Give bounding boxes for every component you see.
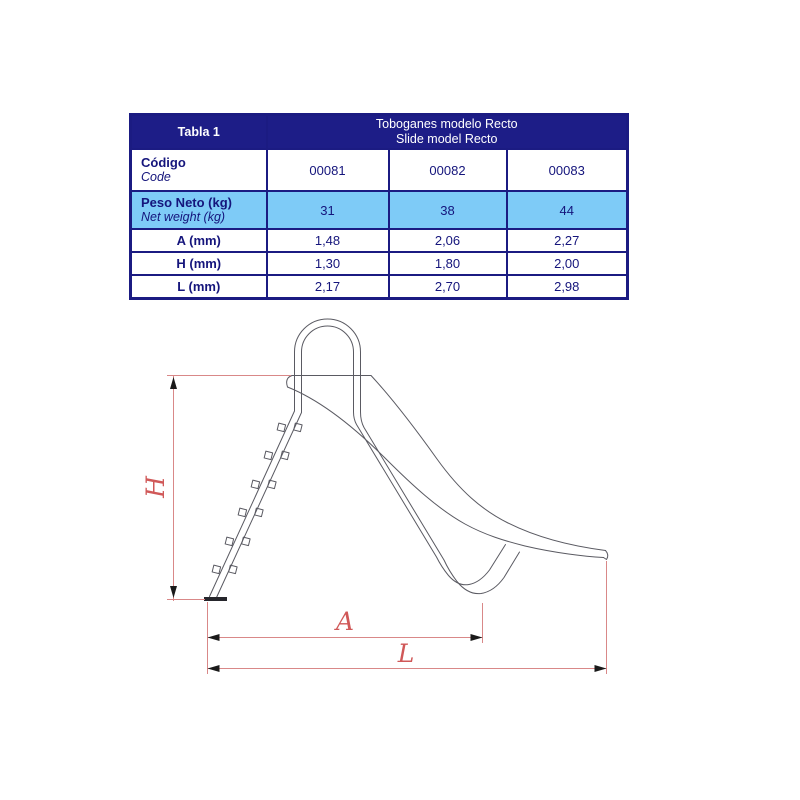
cell-h-3: 2,00 bbox=[505, 251, 629, 276]
cell-weight-2: 38 bbox=[387, 190, 508, 230]
table-row-codigo: Código Code 00081 00082 00083 bbox=[129, 148, 629, 192]
dimension-h: H bbox=[141, 375, 291, 601]
cell-code-3: 00083 bbox=[505, 148, 629, 192]
model-name-en: Slide model Recto bbox=[396, 132, 498, 146]
cell-l-3: 2,98 bbox=[505, 274, 629, 299]
table-row-a: A (mm) 1,48 2,06 2,27 bbox=[129, 228, 629, 253]
model-name-es: Toboganes modelo Recto bbox=[375, 117, 518, 131]
dimension-l: L bbox=[207, 561, 607, 674]
table-title: Tabla 1 bbox=[129, 113, 268, 150]
dimension-l-label: L bbox=[397, 639, 415, 668]
arrow-up-icon bbox=[170, 377, 177, 389]
cell-l-2: 2,70 bbox=[387, 274, 508, 299]
arrow-right-icon bbox=[470, 634, 483, 641]
cell-code-1: 00081 bbox=[265, 148, 390, 192]
ladder-rungs bbox=[211, 422, 303, 575]
cell-l-1: 2,17 bbox=[265, 274, 390, 299]
cell-weight-1: 31 bbox=[265, 190, 390, 230]
row-label-l: L (mm) bbox=[129, 274, 268, 299]
arrow-left-icon bbox=[207, 634, 220, 641]
cell-a-3: 2,27 bbox=[505, 228, 629, 253]
row-label-peso: Peso Neto (kg) Net weight (kg) bbox=[129, 190, 268, 230]
cell-h-1: 1,30 bbox=[265, 251, 390, 276]
row-label-en: Net weight (kg) bbox=[141, 210, 226, 224]
cell-h-2: 1,80 bbox=[387, 251, 508, 276]
dimension-h-label: H bbox=[141, 475, 170, 499]
handrail-and-leg bbox=[209, 318, 520, 598]
table-row-h: H (mm) 1,30 1,80 2,00 bbox=[129, 251, 629, 276]
row-label-a: A (mm) bbox=[129, 228, 268, 253]
row-label-es: Peso Neto (kg) bbox=[141, 195, 233, 210]
arrow-left-icon bbox=[207, 665, 220, 672]
row-label-en: Code bbox=[141, 170, 171, 184]
table-row-peso: Peso Neto (kg) Net weight (kg) 31 38 44 bbox=[129, 190, 629, 230]
table-model-header: Toboganes modelo Recto Slide model Recto bbox=[265, 113, 629, 150]
dimension-a-label: A bbox=[334, 607, 354, 636]
slide-chute bbox=[286, 375, 609, 560]
table-row-l: L (mm) 2,17 2,70 2,98 bbox=[129, 274, 629, 299]
spec-table: Tabla 1 Toboganes modelo Recto Slide mod… bbox=[129, 113, 630, 300]
arrow-right-icon bbox=[594, 665, 607, 672]
cell-a-2: 2,06 bbox=[387, 228, 508, 253]
row-label-codigo: Código Code bbox=[129, 148, 268, 192]
dimension-a: A bbox=[207, 602, 483, 674]
cell-weight-3: 44 bbox=[505, 190, 629, 230]
table-header-row: Tabla 1 Toboganes modelo Recto Slide mod… bbox=[129, 113, 629, 150]
row-label-es: Código bbox=[141, 155, 186, 170]
row-label-h: H (mm) bbox=[129, 251, 268, 276]
arrow-down-icon bbox=[170, 586, 177, 598]
cell-a-1: 1,48 bbox=[265, 228, 390, 253]
cell-code-2: 00082 bbox=[387, 148, 508, 192]
